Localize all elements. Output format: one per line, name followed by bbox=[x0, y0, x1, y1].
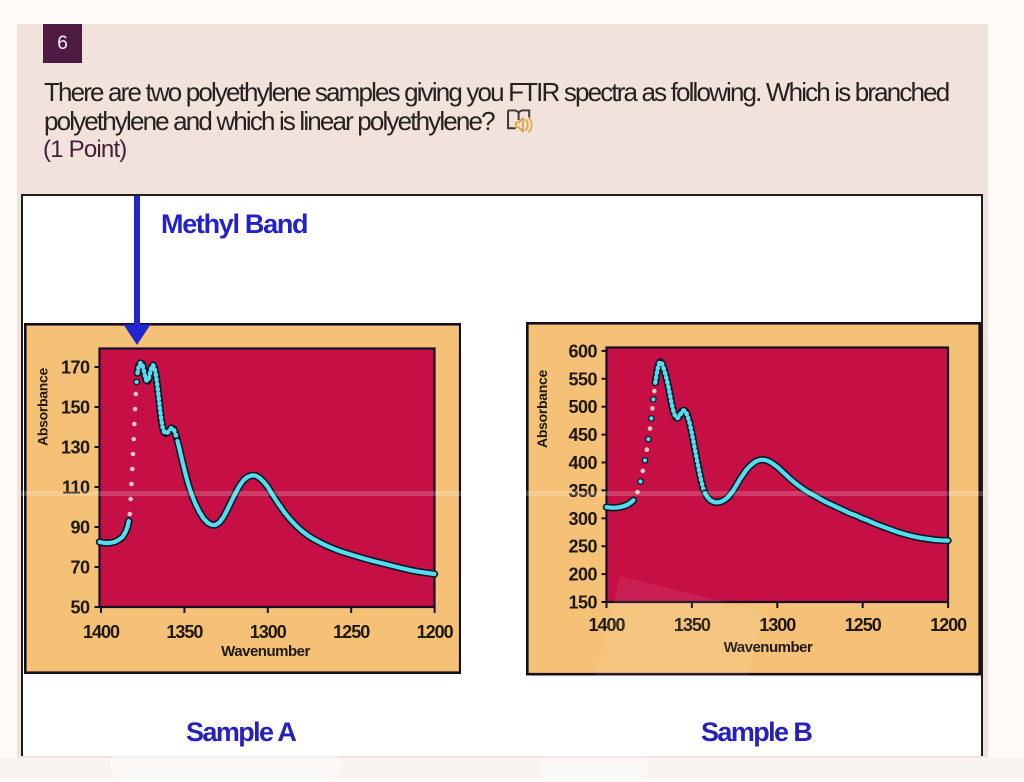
svg-text:Absorbance: Absorbance bbox=[34, 368, 50, 446]
svg-text:1350: 1350 bbox=[166, 622, 203, 642]
svg-text:170: 170 bbox=[60, 358, 89, 378]
svg-text:1400: 1400 bbox=[588, 615, 625, 635]
svg-text:130: 130 bbox=[60, 438, 89, 458]
svg-text:1200: 1200 bbox=[930, 615, 967, 635]
svg-text:50: 50 bbox=[70, 598, 90, 618]
svg-text:500: 500 bbox=[568, 397, 597, 417]
svg-text:Absorbance: Absorbance bbox=[534, 370, 550, 448]
svg-text:1350: 1350 bbox=[674, 615, 711, 635]
svg-text:90: 90 bbox=[70, 518, 90, 538]
svg-text:1250: 1250 bbox=[333, 622, 370, 642]
svg-text:110: 110 bbox=[61, 478, 89, 498]
svg-text:600: 600 bbox=[568, 341, 597, 361]
svg-text:350: 350 bbox=[568, 481, 597, 501]
svg-text:1300: 1300 bbox=[759, 615, 796, 635]
svg-text:1250: 1250 bbox=[845, 615, 882, 635]
svg-text:1400: 1400 bbox=[82, 622, 119, 642]
svg-text:Wavenumber: Wavenumber bbox=[221, 643, 310, 660]
svg-text:250: 250 bbox=[568, 537, 597, 557]
svg-text:300: 300 bbox=[568, 509, 597, 529]
svg-text:550: 550 bbox=[568, 369, 597, 389]
svg-text:150: 150 bbox=[60, 398, 89, 418]
svg-text:1300: 1300 bbox=[249, 622, 286, 642]
svg-text:400: 400 bbox=[568, 453, 597, 473]
svg-text:450: 450 bbox=[568, 425, 597, 445]
svg-text:1200: 1200 bbox=[416, 622, 453, 642]
svg-text:150: 150 bbox=[568, 593, 597, 613]
svg-text:Wavenumber: Wavenumber bbox=[724, 639, 813, 656]
svg-text:200: 200 bbox=[568, 565, 597, 585]
svg-text:70: 70 bbox=[70, 558, 90, 578]
